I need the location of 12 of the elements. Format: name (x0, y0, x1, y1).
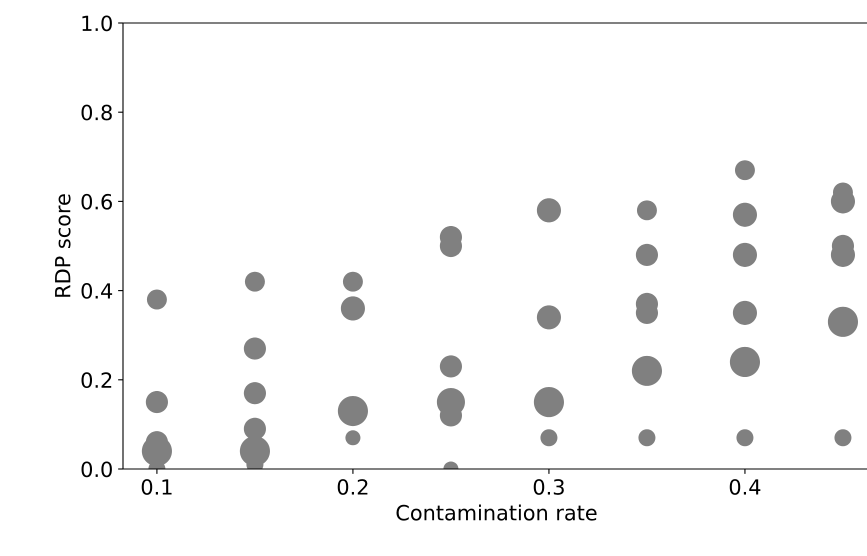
y-tick-label: 0.4 (82, 283, 112, 299)
y-tick-label: 0.2 (82, 372, 112, 388)
y-axis-title: RDP score (55, 194, 71, 297)
y-tick-label: 0.0 (82, 461, 112, 478)
x-tick-label: 0.4 (730, 479, 760, 495)
y-tick-label: 0.8 (82, 104, 112, 120)
y-tick-label: 0.6 (82, 194, 112, 210)
x-tick-label: 0.3 (534, 479, 564, 495)
x-tick-label: 0.1 (142, 479, 172, 495)
x-tick-label: 0.2 (338, 479, 368, 495)
y-tick-label: 1.0 (82, 15, 112, 32)
x-axis-title: Contamination rate (396, 504, 597, 521)
